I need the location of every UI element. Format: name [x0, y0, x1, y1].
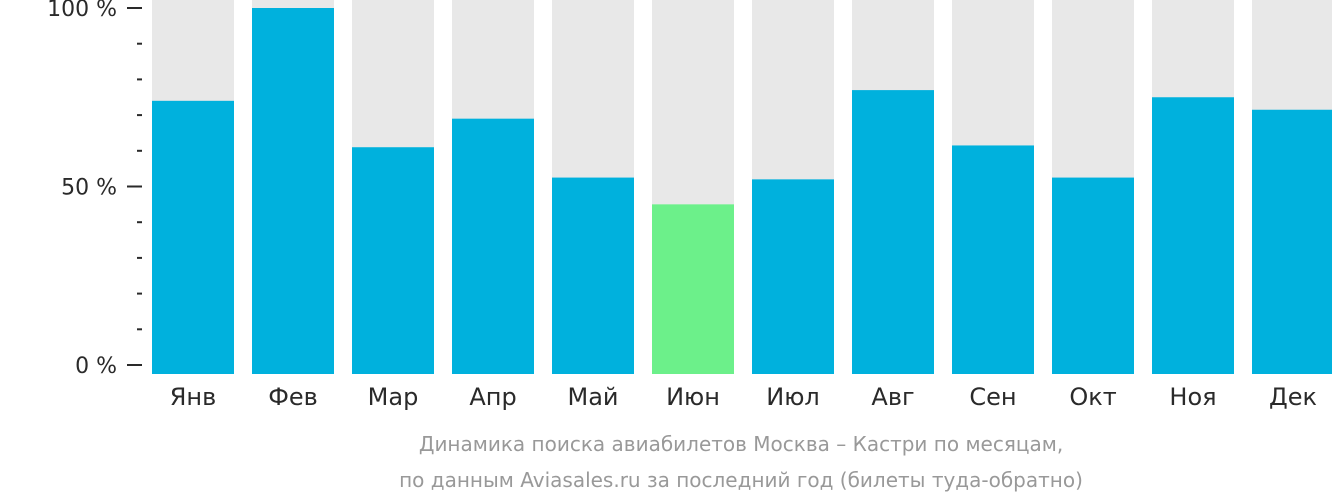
- bar-1: [152, 100, 234, 374]
- category-label-3: Мар: [368, 383, 419, 411]
- category-label-10: Окт: [1069, 383, 1116, 411]
- chart-caption-line-1: Динамика поиска авиабилетов Москва – Кас…: [419, 432, 1063, 456]
- category-label-11: Ноя: [1169, 383, 1216, 411]
- category-label-6: Июн: [666, 383, 720, 411]
- bar-6: [652, 204, 734, 374]
- category-label-8: Авг: [871, 383, 914, 411]
- bar-11: [1152, 97, 1234, 374]
- category-label-1: Янв: [170, 383, 217, 411]
- bar-9: [952, 145, 1034, 374]
- category-label-5: Май: [567, 383, 618, 411]
- category-label-9: Сен: [969, 383, 1016, 411]
- bar-12: [1252, 109, 1332, 375]
- bar-5: [552, 177, 634, 374]
- chart-caption-line-2: по данным Aviasales.ru за последний год …: [399, 468, 1083, 492]
- bar-10: [1052, 177, 1134, 374]
- y-axis: 100 % 50 % 0 %: [47, 0, 142, 379]
- bar-3: [352, 147, 434, 374]
- category-label-4: Апр: [469, 383, 516, 411]
- y-tick-label-1: 100 %: [47, 0, 117, 22]
- category-label-7: Июл: [766, 383, 820, 411]
- y-tick-label-3: 0 %: [75, 354, 117, 379]
- category-label-2: Фев: [268, 383, 318, 411]
- bars-group: [152, 0, 1332, 375]
- bar-4: [452, 118, 534, 374]
- x-axis-labels: Янв Фев Мар Апр Май Июн Июл Авг Сен Окт Ноя Дек: [170, 383, 1317, 411]
- bar-7: [752, 179, 834, 374]
- bar-8: [852, 90, 934, 375]
- category-label-12: Дек: [1269, 383, 1317, 411]
- bar-2: [252, 8, 334, 374]
- y-tick-label-2: 50 %: [61, 176, 117, 201]
